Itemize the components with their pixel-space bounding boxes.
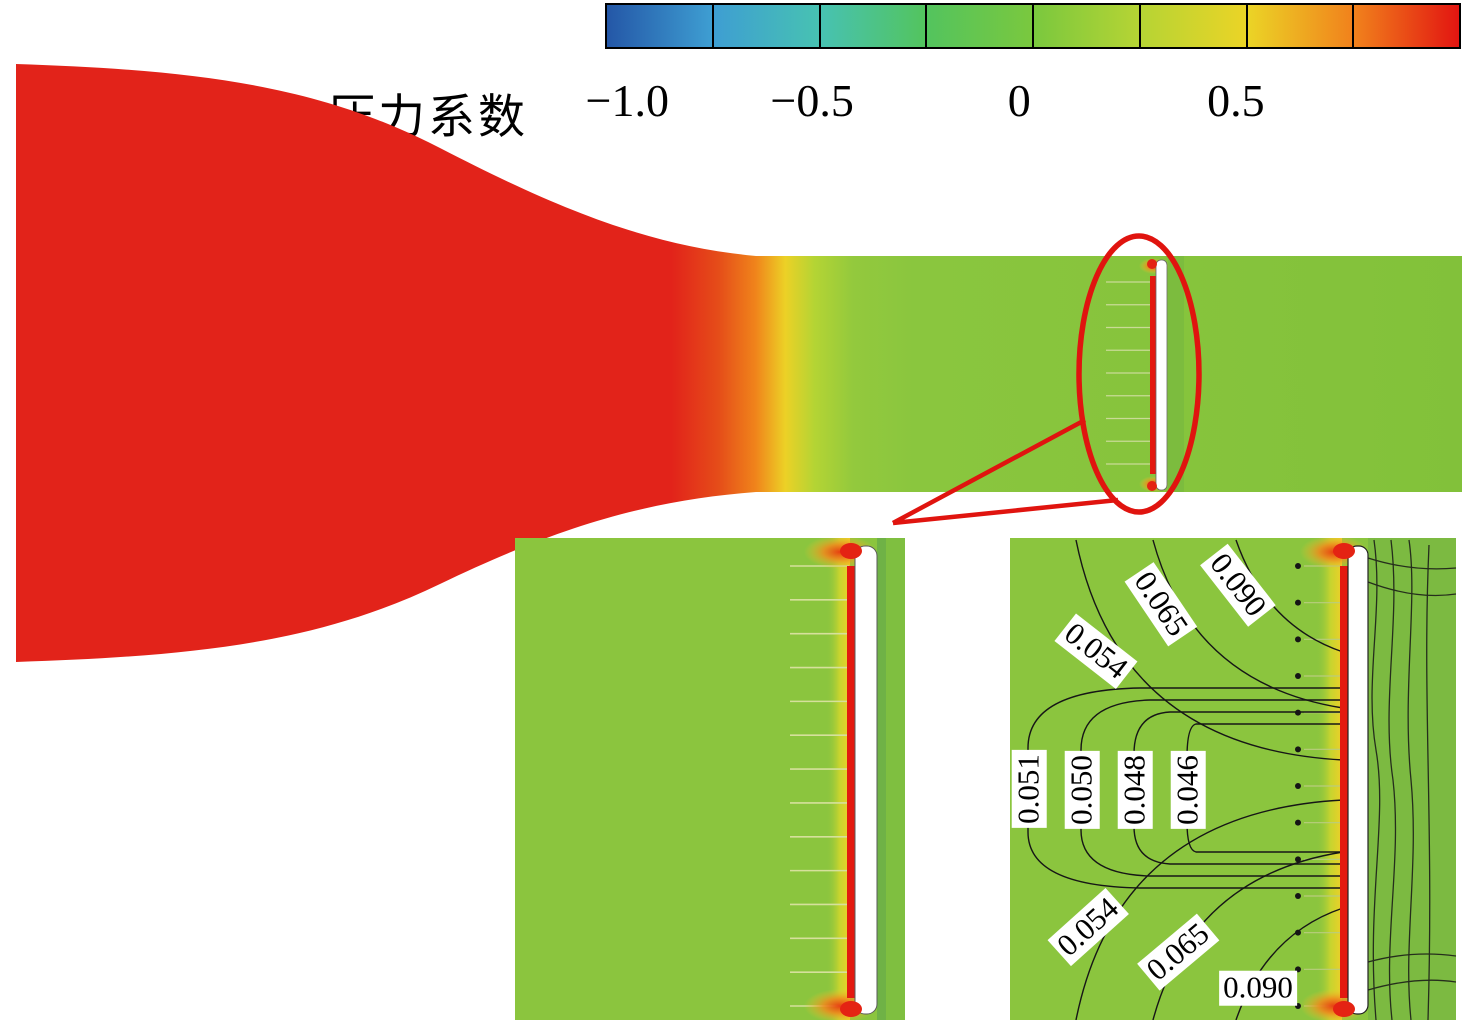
zoom-panel-left bbox=[515, 538, 905, 1020]
zoom-annotation bbox=[891, 233, 1202, 526]
main-screen bbox=[1106, 256, 1184, 492]
colorbar-segment bbox=[1032, 5, 1139, 47]
contour-label: 0.048 bbox=[1117, 751, 1153, 829]
colorbar-segment bbox=[1245, 5, 1353, 47]
contour-lines bbox=[1027, 539, 1456, 1020]
colorbar-segment bbox=[1138, 5, 1246, 47]
colorbar-tick-labels: −1.0 −0.5 0 0.5 bbox=[586, 74, 1461, 132]
zoom-annotation-ellipse bbox=[1076, 233, 1202, 515]
colorbar-tick: −1.0 bbox=[585, 75, 669, 126]
colorbar-segment bbox=[607, 5, 712, 47]
colorbar-segment bbox=[925, 5, 1032, 47]
colorbar-tick: 0.5 bbox=[1207, 75, 1265, 126]
colorbar-tick: 0 bbox=[1007, 75, 1031, 126]
zoom-annotation-callout bbox=[891, 418, 1119, 526]
main-screen-wires bbox=[1106, 281, 1150, 465]
colorbar-tick: −0.5 bbox=[770, 75, 854, 126]
colorbar bbox=[605, 3, 1461, 49]
contour-label: 0.046 bbox=[1170, 751, 1206, 829]
colorbar-segment bbox=[711, 5, 819, 47]
contour-label: 0.050 bbox=[1064, 751, 1100, 829]
colorbar-segment bbox=[818, 5, 926, 47]
colorbar-segment bbox=[1352, 5, 1459, 47]
contour-label: 0.051 bbox=[1011, 750, 1047, 828]
contour-label: 0.090 bbox=[1219, 970, 1297, 1006]
main-flow-field bbox=[16, 64, 1462, 662]
